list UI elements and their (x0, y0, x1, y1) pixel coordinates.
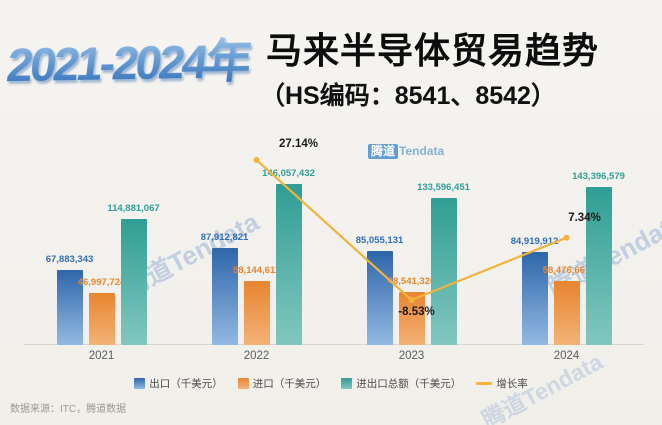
bar (553, 280, 580, 345)
legend-swatch (134, 378, 146, 389)
bar-value-label: 67,883,343 (45, 254, 94, 266)
bar (275, 184, 302, 345)
legend-label: 进口（千美元） (252, 378, 327, 390)
legend-label: 出口（千美元） (149, 378, 223, 390)
title-years: 2021-2024年 (3, 22, 254, 95)
year-label: 2022 (243, 350, 270, 362)
bar (88, 293, 115, 345)
bar-group-2022: 87,912,821 58,144,611 146,057,432 (179, 115, 334, 345)
bar-value-label: 85,055,131 (355, 235, 404, 247)
bar-slot: 143,396,579 (572, 115, 625, 345)
legend-item: 进口（千美元） (237, 376, 327, 391)
legend-swatch (341, 378, 353, 389)
tendata-badge-zh: 腾道 (368, 144, 399, 159)
x-axis-labels: 2021 2022 2023 2024 (24, 350, 644, 362)
bar (430, 198, 457, 345)
legend-swatch (237, 378, 249, 389)
chart-legend: 出口（千美元） 进口（千美元） 进出口总额（千美元） 增长率 (0, 376, 662, 391)
trade-trend-chart: 67,883,343 46,997,724 114,881,067 87,912,82… (24, 115, 644, 345)
legend-label: 增长率 (496, 378, 528, 390)
year-label: 2021 (88, 350, 115, 362)
bar-value-label: 84,919,912 (510, 235, 559, 247)
bar-group-2021: 67,883,343 46,997,724 114,881,067 (24, 115, 179, 345)
x-axis-line (24, 344, 644, 345)
bar-group-2023: 85,055,131 48,541,320 133,596,451 (334, 115, 489, 345)
growth-rate-line (253, 156, 570, 303)
legend-label: 进出口总额（千美元） (356, 378, 462, 390)
legend-item: 进出口总额（千美元） (341, 376, 461, 391)
bar (211, 248, 238, 345)
bar-value-label: 58,476,667 (542, 264, 591, 276)
year-label: 2023 (398, 350, 425, 362)
bar-slot: 48,541,320 (388, 115, 435, 345)
growth-point (408, 296, 415, 303)
page-subtitle: （HS编码：8541、8542） (260, 82, 556, 110)
bar-value-label: 133,596,451 (417, 182, 470, 194)
bar-slot: 67,883,343 (46, 115, 93, 345)
growth-point (563, 234, 570, 241)
bar (366, 251, 393, 345)
bar-slot: 87,912,821 (201, 115, 248, 345)
bar-value-label: 146,057,432 (262, 168, 315, 180)
bar-value-label: 143,396,579 (572, 171, 625, 183)
bar (56, 270, 83, 345)
bar-slot: 84,919,912 (511, 115, 558, 345)
bar-slot: 58,476,667 (543, 115, 590, 345)
bar-value-label: 58,144,611 (232, 265, 281, 277)
bar (243, 281, 270, 345)
bar (585, 187, 612, 345)
year-label: 2024 (553, 350, 580, 362)
bar-value-label: 48,541,320 (387, 275, 436, 287)
bar-slot: 133,596,451 (417, 115, 470, 345)
bar (120, 218, 147, 345)
growth-point (253, 156, 260, 163)
bar-value-label: 114,881,067 (107, 202, 160, 214)
growth-line-path (255, 159, 567, 302)
bar-series-area: 67,883,343 46,997,724 114,881,067 87,912,82… (24, 115, 644, 345)
bar-slot: 58,144,611 (233, 115, 280, 345)
bar-slot: 114,881,067 (107, 115, 160, 345)
legend-line-swatch (476, 382, 493, 385)
legend-item: 增长率 (476, 376, 528, 391)
legend-item: 出口（千美元） (134, 376, 223, 391)
bar-value-label: 46,997,724 (77, 277, 126, 289)
growth-rate-label: 7.34% (568, 211, 601, 224)
bar (521, 251, 548, 345)
tendata-badge-en: Tendata (399, 144, 445, 158)
growth-rate-label: -8.53% (398, 305, 435, 318)
data-source-note: 数据来源：ITC，腾道数据 (10, 404, 127, 415)
growth-rate-label: 27.14% (278, 137, 319, 150)
bar-slot: 46,997,724 (78, 115, 125, 345)
tendata-watermark-badge: 腾道 Tendata (368, 142, 444, 159)
page-title: 马来半导体贸易趋势 (266, 30, 600, 71)
bar-slot: 146,057,432 (262, 115, 315, 345)
bar-group-2024: 84,919,912 58,476,667 143,396,579 (489, 115, 644, 345)
bar-value-label: 87,912,821 (200, 232, 249, 244)
bar-slot: 85,055,131 (356, 115, 403, 345)
